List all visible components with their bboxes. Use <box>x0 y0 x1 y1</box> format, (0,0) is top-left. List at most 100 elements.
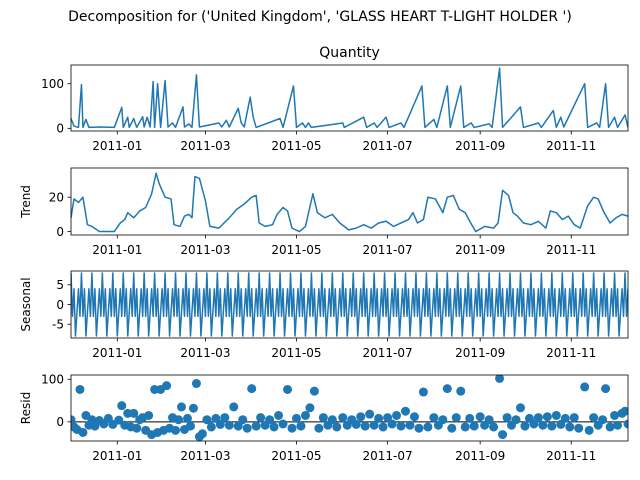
resid-point <box>291 413 301 423</box>
resid-point <box>574 423 584 433</box>
resid-point <box>309 386 319 396</box>
x-tick-label: 2011-05 <box>271 449 321 463</box>
resid-point <box>202 415 212 425</box>
y-axis-label: Trend <box>19 185 33 219</box>
resid-point <box>442 384 452 394</box>
resid-point <box>484 415 494 425</box>
resid-point <box>233 421 243 431</box>
axes-frame <box>70 64 629 132</box>
resid-point <box>269 422 279 432</box>
resid-point <box>598 415 608 425</box>
plot-area <box>71 172 628 233</box>
x-tick-label: 2011-09 <box>455 243 505 257</box>
y-tick-label: -5 <box>52 318 64 332</box>
resid-point <box>356 412 366 422</box>
y-axis-label: Resid <box>19 392 33 424</box>
resid-point <box>447 423 457 433</box>
resid-point <box>117 401 127 411</box>
y-tick-label: 100 <box>41 77 64 91</box>
resid-point <box>114 415 124 425</box>
resid-point <box>560 413 570 423</box>
x-tick-label: 2011-07 <box>363 346 413 360</box>
resid-point <box>129 408 139 418</box>
x-tick-label: 2011-03 <box>180 139 230 153</box>
x-tick-label: 2011-11 <box>546 449 596 463</box>
resid-point <box>188 403 198 413</box>
resid-point <box>489 422 499 432</box>
resid-point <box>238 415 248 425</box>
resid-point <box>75 384 85 394</box>
resid-point <box>332 422 342 432</box>
resid-point <box>456 386 466 396</box>
x-tick-label: 2011-03 <box>180 346 230 360</box>
x-tick-label: 2011-03 <box>180 449 230 463</box>
x-tick-label: 2011-01 <box>92 346 142 360</box>
resid-point <box>405 420 415 430</box>
y-tick-label: 0 <box>56 298 64 312</box>
resid-point <box>251 421 261 431</box>
resid-point <box>224 420 234 430</box>
resid-point <box>318 413 328 423</box>
panel-title: Quantity <box>319 45 380 61</box>
series-line <box>71 172 628 233</box>
resid-point <box>338 413 348 423</box>
resid-point <box>265 415 275 425</box>
plot-area <box>71 67 628 129</box>
resid-point <box>529 419 539 429</box>
resid-point <box>191 379 201 389</box>
series-line <box>71 67 628 129</box>
plot-area <box>71 375 628 441</box>
panel-0: Quantity 0 100 2011-01 2011-03 2011-05 2011-07… <box>41 45 629 153</box>
resid-point <box>374 413 384 423</box>
resid-point <box>197 429 207 439</box>
resid-point <box>605 422 615 432</box>
resid-point <box>584 425 594 435</box>
resid-point <box>327 415 337 425</box>
x-tick-label: 2011-07 <box>363 449 413 463</box>
resid-point <box>498 430 508 440</box>
panel-2: Seasonal -5 0 5 2011-01 2011-03 2011-05 2011-07… <box>19 270 629 360</box>
x-tick-label: 2011-07 <box>363 243 413 257</box>
resid-point <box>206 422 216 432</box>
resid-point <box>511 415 521 425</box>
axes-frame <box>70 374 629 442</box>
resid-point <box>215 419 225 429</box>
resid-point <box>569 413 579 423</box>
resid-point <box>274 410 284 420</box>
resid-point <box>71 415 76 425</box>
resid-point <box>247 384 257 394</box>
x-tick-label: 2011-07 <box>363 139 413 153</box>
y-tick-label: 0 <box>56 122 64 136</box>
resid-point <box>182 413 192 423</box>
resid-point <box>171 425 181 435</box>
resid-point <box>469 421 479 431</box>
resid-point <box>162 381 172 391</box>
resid-point <box>520 421 530 431</box>
resid-point <box>242 423 252 433</box>
resid-point <box>551 410 561 420</box>
resid-point <box>144 410 154 420</box>
resid-point <box>314 423 324 433</box>
resid-point <box>460 422 470 432</box>
resid-point <box>589 413 599 423</box>
resid-point <box>396 421 406 431</box>
y-tick-label: 0 <box>56 225 64 239</box>
resid-point <box>423 422 433 432</box>
resid-point <box>287 423 297 433</box>
resid-point <box>365 409 375 419</box>
x-tick-label: 2011-01 <box>92 449 142 463</box>
x-tick-label: 2011-01 <box>92 139 142 153</box>
x-tick-label: 2011-09 <box>455 346 505 360</box>
x-tick-label: 2011-05 <box>271 243 321 257</box>
resid-point <box>538 420 548 430</box>
resid-point <box>369 420 379 430</box>
resid-point <box>409 412 419 422</box>
y-axis-label: Seasonal <box>19 277 33 331</box>
figure-suptitle: Decomposition for ('United Kingdom', 'GL… <box>68 9 572 25</box>
resid-point <box>392 410 402 420</box>
axes-frame <box>70 167 629 236</box>
resid-point <box>296 421 306 431</box>
resid-point <box>360 421 370 431</box>
resid-point <box>378 422 388 432</box>
